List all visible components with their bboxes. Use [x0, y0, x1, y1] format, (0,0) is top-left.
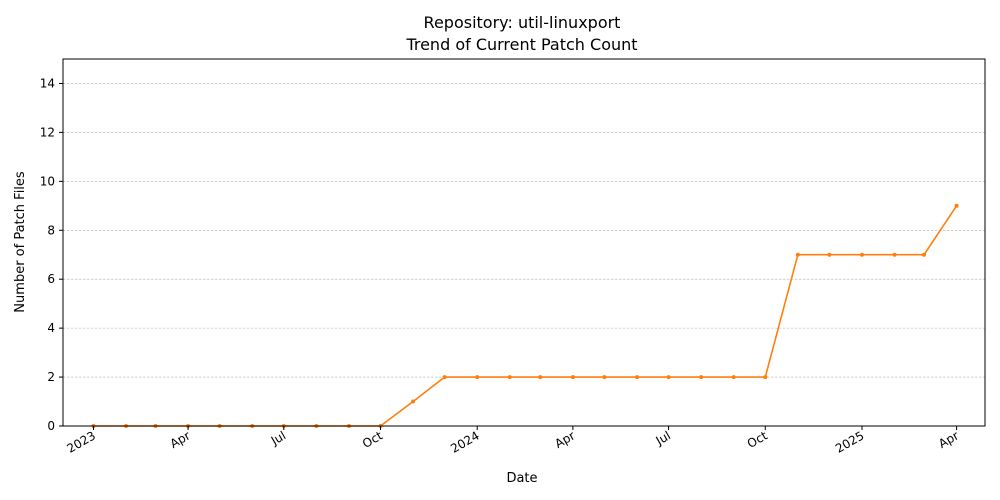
data-point	[411, 399, 416, 404]
y-tick-label: 8	[47, 223, 55, 237]
y-tick-label: 2	[47, 370, 55, 384]
chart-title: Repository: util-linuxport	[424, 13, 621, 32]
x-tick-label: 2024	[448, 428, 481, 455]
data-point	[538, 375, 543, 380]
data-point	[475, 375, 480, 380]
data-point	[827, 252, 832, 257]
y-tick-label: 4	[47, 321, 55, 335]
data-point	[635, 375, 640, 380]
x-axis: 2023 Apr Jul Oct 2024 Apr Jul Oct 2025 Apr	[65, 426, 961, 456]
y-tick-label: 14	[40, 76, 55, 90]
chart-title-group: Repository: util-linuxport Trend of Curr…	[405, 13, 637, 54]
data-point	[507, 375, 512, 380]
plot-frame	[62, 58, 986, 427]
data-point	[602, 375, 607, 380]
data-point	[892, 252, 897, 257]
data-point	[922, 252, 927, 257]
chart-subtitle: Trend of Current Patch Count	[405, 35, 637, 54]
x-tick-label: Apr	[936, 428, 961, 451]
data-point	[795, 252, 800, 257]
x-tick-label: Apr	[552, 428, 577, 451]
data-point	[442, 375, 447, 380]
data-point	[731, 375, 736, 380]
x-tick-label: Oct	[360, 428, 385, 451]
data-point	[859, 252, 864, 257]
data-point	[954, 203, 959, 208]
x-tick-label: 2025	[833, 428, 866, 455]
y-tick-label: 10	[40, 174, 55, 188]
data-point	[666, 375, 671, 380]
series-line	[93, 205, 958, 427]
x-tick-label: Oct	[745, 428, 770, 451]
x-axis-label: Date	[506, 471, 537, 486]
x-tick-label: Jul	[268, 428, 288, 448]
y-axis-label: Number of Patch Files	[13, 171, 28, 313]
x-tick-label: Apr	[168, 428, 193, 451]
data-point	[570, 375, 575, 380]
y-tick-label: 6	[47, 272, 55, 286]
gridlines	[63, 83, 985, 378]
x-tick-label: Jul	[653, 428, 673, 448]
x-tick-label: 2023	[65, 428, 98, 455]
y-tick-label: 0	[47, 419, 55, 433]
data-point	[763, 375, 768, 380]
data-point	[699, 375, 704, 380]
y-axis: 0 2 4 6 8 10 12 14	[40, 76, 63, 433]
series-layer	[91, 203, 959, 428]
y-tick-label: 12	[40, 125, 55, 139]
